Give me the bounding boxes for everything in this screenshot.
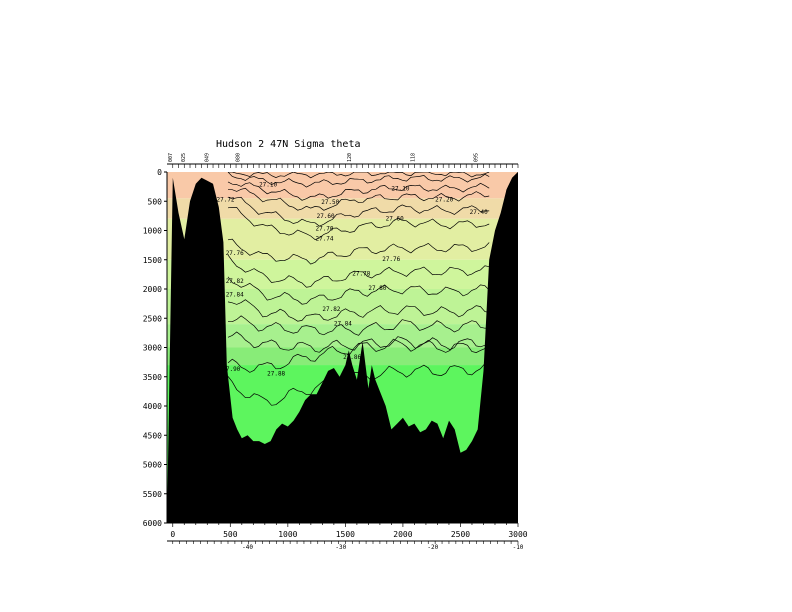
x-tick-label: 1000 bbox=[278, 530, 297, 539]
contour-line bbox=[228, 315, 490, 336]
contour-line bbox=[227, 206, 490, 241]
contour-line bbox=[227, 196, 490, 227]
contour-label: 27.78 bbox=[352, 271, 370, 278]
contour-label: 27.82 bbox=[322, 306, 340, 313]
station-label: 007 bbox=[168, 153, 174, 162]
color-band bbox=[167, 198, 518, 219]
x-tick-label: 0 bbox=[170, 530, 175, 539]
longitude-tick-label: -30 bbox=[335, 544, 346, 551]
y-tick-label: 4500 bbox=[143, 431, 162, 440]
station-label: 080 bbox=[236, 153, 242, 162]
contour-label: 27.86 bbox=[343, 354, 361, 361]
contour-lines bbox=[227, 172, 490, 406]
y-tick-label: 1000 bbox=[143, 227, 162, 236]
contour-label: 27.90 bbox=[488, 296, 506, 303]
station-label: 120 bbox=[347, 153, 353, 162]
x-tick-label: 2500 bbox=[451, 530, 470, 539]
contour-label: 27.40 bbox=[470, 209, 488, 216]
y-tick-label: 0 bbox=[157, 168, 162, 177]
y-tick-label: 2000 bbox=[143, 285, 162, 294]
contour-line bbox=[227, 299, 490, 322]
contour-line bbox=[227, 338, 490, 373]
chart-title: Hudson 2 47N Sigma theta bbox=[216, 139, 361, 150]
color-band bbox=[167, 259, 518, 289]
contour-label: 27.60 bbox=[386, 216, 404, 223]
contour-line bbox=[227, 331, 490, 353]
y-tick-label: 3500 bbox=[143, 373, 162, 382]
plot-area: 27.10 27.10 27.20 27.40 27.50 27.60 27.60 27.70… bbox=[167, 172, 518, 523]
color-band bbox=[167, 347, 518, 366]
contour-label: 27.90 bbox=[222, 366, 240, 373]
y-tick-label: 5000 bbox=[143, 461, 162, 470]
contour-label: 27.50 bbox=[321, 199, 339, 206]
y-tick-label: 3000 bbox=[143, 344, 162, 353]
contour-label: 27.76 bbox=[226, 250, 244, 257]
x-tick-label: 3000 bbox=[508, 530, 527, 539]
contour-line bbox=[227, 238, 490, 265]
contour-line bbox=[228, 187, 490, 211]
station-axis: 007 025 049 080 120 118 095 bbox=[167, 153, 519, 168]
station-label: 118 bbox=[410, 153, 416, 162]
contour-label: 27.76 bbox=[382, 256, 400, 263]
longitude-tick-label: -40 bbox=[242, 544, 253, 551]
contour-label: 27.84 bbox=[226, 292, 244, 299]
x-tick-label: 500 bbox=[223, 530, 238, 539]
y-tick-label: 6000 bbox=[143, 519, 162, 528]
contour-label: 27.10 bbox=[259, 182, 277, 189]
contour-line bbox=[228, 172, 490, 179]
x-tick-label: 1500 bbox=[336, 530, 355, 539]
contour-label: 27.10 bbox=[391, 186, 409, 193]
contour-line bbox=[227, 172, 490, 188]
seafloor bbox=[167, 172, 518, 523]
color-band bbox=[167, 218, 518, 260]
contour-line bbox=[227, 254, 490, 288]
contour-label: 27.72 bbox=[216, 196, 234, 203]
contour-label: 27.74 bbox=[315, 235, 333, 242]
contour-label: 27.70 bbox=[315, 226, 333, 233]
bathymetry bbox=[167, 172, 518, 523]
contour-labels: 27.10 27.10 27.20 27.40 27.50 27.60 27.60 27.70… bbox=[216, 182, 506, 378]
contour-label: 27.80 bbox=[368, 285, 386, 292]
longitude-tick-label: -20 bbox=[427, 544, 438, 551]
station-label: 095 bbox=[474, 153, 480, 162]
contour-label: 27.84 bbox=[334, 320, 352, 327]
station-label: 025 bbox=[181, 153, 187, 162]
contour-line bbox=[227, 181, 490, 201]
contour-label: 27.82 bbox=[226, 278, 244, 285]
longitude-tick-label: -10 bbox=[513, 544, 524, 551]
longitude-axis: -40 -30 -20 -10 bbox=[167, 540, 524, 551]
contour-label: 27.88 bbox=[267, 371, 285, 378]
x-tick-label: 2000 bbox=[393, 530, 412, 539]
contour-label: 27.20 bbox=[435, 196, 453, 203]
contour-line bbox=[227, 276, 490, 305]
station-label: 049 bbox=[204, 153, 210, 162]
depth-axis: 0 500 1000 1500 2000 2500 3000 3500 4000 4500 5000… bbox=[143, 168, 168, 528]
y-tick-label: 500 bbox=[148, 197, 163, 206]
y-tick-label: 2500 bbox=[143, 314, 162, 323]
continental-slope bbox=[489, 172, 518, 523]
contour-label: 27.60 bbox=[317, 213, 335, 220]
y-tick-label: 4000 bbox=[143, 402, 162, 411]
y-tick-label: 1500 bbox=[143, 256, 162, 265]
distance-axis: 0 500 1000 1500 2000 2500 3000 bbox=[167, 522, 528, 539]
color-band bbox=[167, 172, 518, 199]
y-tick-label: 5500 bbox=[143, 490, 162, 499]
